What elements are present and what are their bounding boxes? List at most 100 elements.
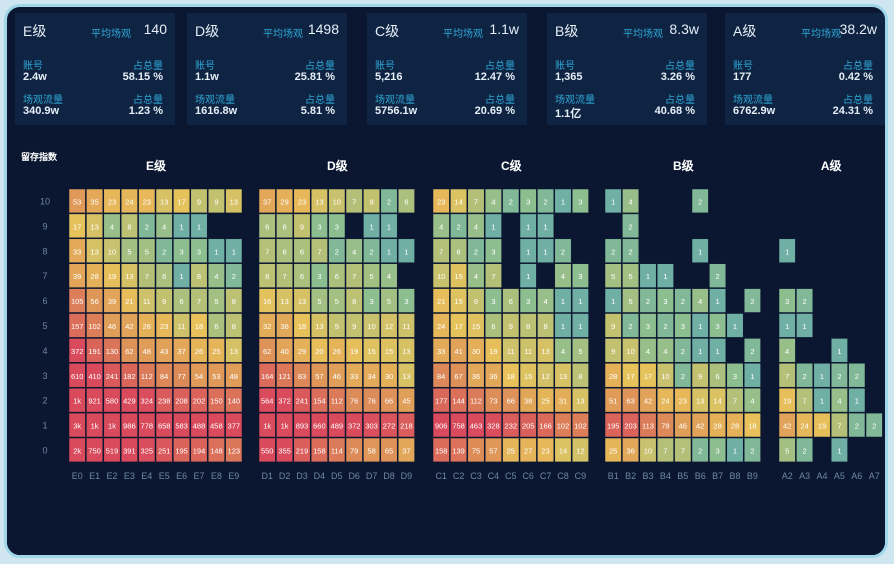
heatmap-cell-label: 1 <box>646 272 650 281</box>
heatmap-cell <box>622 263 640 288</box>
heatmap-cell <box>207 288 225 313</box>
heatmap-cell <box>103 338 121 363</box>
heatmap-cell <box>68 363 86 388</box>
x-tick-label: A6 <box>851 471 862 481</box>
heatmap-cell <box>830 412 848 438</box>
heatmap-cell <box>380 338 398 363</box>
heatmap-cell-label: 1 <box>561 197 565 206</box>
heatmap-cell <box>450 213 468 239</box>
heatmap-cell-label: 4 <box>698 297 702 306</box>
heatmap-cell <box>397 412 415 438</box>
heatmap-cell-label: 7 <box>352 272 356 281</box>
card-count-label: 账号 <box>23 61 43 72</box>
heatmap-cell-label: 2 <box>611 247 615 256</box>
heatmap-cell-label: 203 <box>624 422 637 431</box>
heatmap-cell <box>778 387 796 413</box>
x-tick-label: C2 <box>453 471 465 481</box>
heatmap-cell-label: 41 <box>454 347 462 356</box>
heatmap-cell <box>519 363 537 388</box>
heatmap-cell <box>155 387 173 413</box>
heatmap-cell <box>293 363 311 388</box>
heatmap-cell <box>467 363 485 388</box>
heatmap-cell <box>537 188 555 214</box>
x-tick-label: E2 <box>106 471 117 481</box>
heatmap-cell-label: 1 <box>611 297 615 306</box>
heatmap-cell <box>120 288 138 313</box>
heatmap-cell <box>571 188 589 214</box>
heatmap-cell <box>639 363 657 388</box>
heatmap-cell-label: 1 <box>578 297 582 306</box>
heatmap-cell-label: 4 <box>474 272 478 281</box>
heatmap-cell-label: 35 <box>90 197 98 206</box>
heatmap-cell <box>103 263 121 288</box>
heatmap-cell <box>310 263 328 288</box>
heatmap-cell-label: 9 <box>370 197 374 206</box>
heatmap-cell <box>519 412 537 438</box>
heatmap-cell-label: 1 <box>370 222 374 231</box>
heatmap-cell <box>293 263 311 288</box>
heatmap-cell-label: 583 <box>175 422 188 431</box>
heatmap-cell-label: 4 <box>629 197 633 206</box>
heatmap-cell-label: 46 <box>679 422 687 431</box>
heatmap-cell <box>674 387 692 413</box>
x-tick-label: A4 <box>816 471 827 481</box>
heatmap-cell <box>120 338 138 363</box>
heatmap-cell <box>537 387 555 413</box>
x-tick-label: E4 <box>141 471 152 481</box>
heatmap-cell <box>258 313 276 338</box>
heatmap-cell <box>173 387 191 413</box>
heatmap-cell <box>743 437 761 463</box>
heatmap-cell-label: 11 <box>524 347 532 356</box>
heatmap-cell-label: 7 <box>352 197 356 206</box>
heatmap-cell <box>691 412 709 438</box>
heatmap-cell-label: 778 <box>141 422 154 431</box>
heatmap-cell-label: 1 <box>785 247 789 256</box>
heatmap-cell <box>293 338 311 363</box>
heatmap-cell <box>709 412 727 438</box>
heatmap-cell-label: 3 <box>681 322 685 331</box>
heatmap-cell <box>502 363 520 388</box>
heatmap-cell-label: 4 <box>214 272 218 281</box>
heatmap-cell <box>68 437 86 463</box>
heatmap-cell <box>207 188 225 214</box>
heatmap-cell-label: 7 <box>491 272 495 281</box>
heatmap-cell <box>258 437 276 463</box>
heatmap-cell-label: 3 <box>578 197 582 206</box>
heatmap-cell-label: 13 <box>696 397 704 406</box>
card-count-value: 1,365 <box>555 71 583 83</box>
x-tick-label: E1 <box>89 471 100 481</box>
heatmap-cell <box>380 288 398 313</box>
heatmap-cell <box>691 338 709 363</box>
heatmap-cell <box>778 288 796 313</box>
heatmap-cell <box>68 238 86 263</box>
heatmap-cell <box>656 288 674 313</box>
heatmap-cell-label: 2 <box>663 322 667 331</box>
heatmap-cell-label: 15 <box>454 297 462 306</box>
heatmap-cell <box>865 412 883 438</box>
heatmap-cell-label: 241 <box>106 372 119 381</box>
heatmap-cell <box>380 363 398 388</box>
heatmap-cell-label: 2 <box>561 247 565 256</box>
x-tick-label: D3 <box>296 471 308 481</box>
heatmap-cell-label: 191 <box>88 347 101 356</box>
heatmap-cell-label: 2 <box>232 272 236 281</box>
heatmap-cell-label: 42 <box>644 397 652 406</box>
heatmap-cell <box>484 313 502 338</box>
heatmap-cell <box>604 338 622 363</box>
heatmap-cell-label: 6 <box>457 247 461 256</box>
heatmap-cell <box>709 338 727 363</box>
heatmap-cell <box>155 188 173 214</box>
heatmap-cell <box>276 213 294 239</box>
heatmap-cell-label: 1 <box>561 322 565 331</box>
heatmap-cell-label: 6 <box>283 222 287 231</box>
heatmap-cell-label: 19 <box>108 272 116 281</box>
heatmap-cell <box>796 313 814 338</box>
heatmap-cell <box>363 263 381 288</box>
heatmap-cell-label: 6 <box>509 297 513 306</box>
heatmap-cell-label: 9 <box>509 322 513 331</box>
heatmap-cell <box>450 437 468 463</box>
heatmap-cell-label: 11 <box>507 347 515 356</box>
heatmap-cell-label: 130 <box>106 347 119 356</box>
heatmap-cell-label: 1 <box>544 222 548 231</box>
heatmap-cell <box>848 412 866 438</box>
